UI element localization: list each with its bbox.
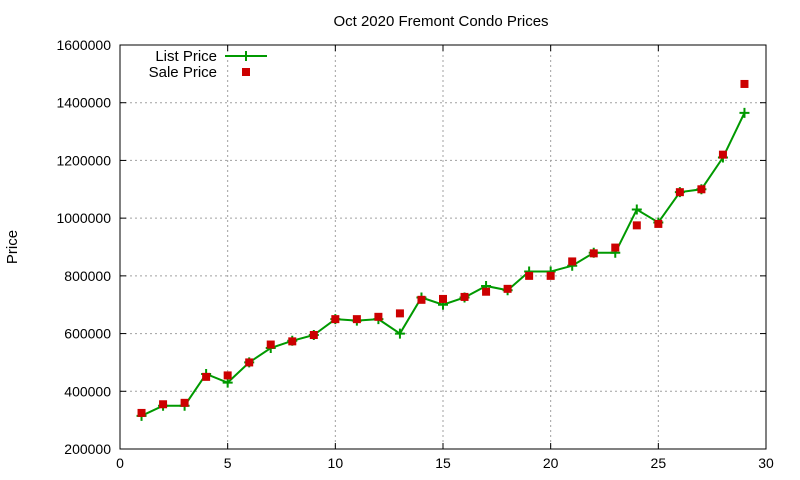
sale-price-point xyxy=(460,292,469,301)
gridlines xyxy=(120,45,766,449)
x-tick-label: 0 xyxy=(116,455,124,471)
legend-marker-list-price xyxy=(241,51,251,61)
x-tick-label: 30 xyxy=(758,455,774,471)
sale-price-point xyxy=(331,315,340,324)
legend-marker-sale-price xyxy=(242,68,250,76)
sale-price-point xyxy=(137,408,146,417)
sale-price-point xyxy=(611,243,620,252)
y-tick-label: 1000000 xyxy=(56,210,111,226)
series-layer xyxy=(136,79,750,421)
chart-title: Oct 2020 Fremont Condo Prices xyxy=(333,13,548,30)
y-tick-label: 400000 xyxy=(64,383,111,399)
sale-price-point xyxy=(675,188,684,197)
sale-price-point xyxy=(482,287,491,296)
sale-price-point xyxy=(266,340,275,349)
sale-price-point xyxy=(718,150,727,159)
list-price-point xyxy=(631,204,642,215)
y-tick-label: 800000 xyxy=(64,268,111,284)
sale-price-point xyxy=(159,400,168,409)
sale-price-point xyxy=(589,249,598,258)
sale-price-point xyxy=(309,331,318,340)
axis-ticks: 0 5 10 15 20 25 30 200000 400000 600000 800000 1000… xyxy=(56,37,774,471)
list-price-point xyxy=(739,107,750,118)
sale-price-point xyxy=(654,219,663,228)
y-tick-label: 600000 xyxy=(64,326,111,342)
legend-label-list-price: List Price xyxy=(155,48,217,65)
sale-price-point xyxy=(245,358,254,367)
sale-price-point xyxy=(632,221,641,230)
y-tick-label: 1200000 xyxy=(56,152,111,168)
sale-price-point xyxy=(439,294,447,303)
sale-price-point xyxy=(568,257,577,266)
sale-price-point xyxy=(740,79,749,88)
sale-price-point xyxy=(417,295,426,304)
sale-price-point xyxy=(395,309,404,318)
sale-price-point xyxy=(697,185,706,194)
y-tick-label: 1400000 xyxy=(56,95,111,111)
x-tick-label: 10 xyxy=(328,455,344,471)
x-tick-label: 5 xyxy=(224,455,232,471)
sale-price-point xyxy=(202,372,211,381)
legend: List Price Sale Price xyxy=(149,48,267,81)
sale-price-point xyxy=(180,398,189,407)
sale-price-point xyxy=(503,284,512,293)
sale-price-point xyxy=(288,337,297,346)
legend-label-sale-price: Sale Price xyxy=(149,64,217,81)
x-tick-label: 15 xyxy=(435,455,451,471)
y-tick-label: 1600000 xyxy=(56,37,111,53)
x-tick-label: 20 xyxy=(543,455,559,471)
sale-price-point xyxy=(352,315,361,324)
x-tick-label: 25 xyxy=(651,455,667,471)
y-tick-label: 200000 xyxy=(64,441,111,457)
sale-price-point xyxy=(374,312,383,321)
y-axis-label: Price xyxy=(4,230,21,264)
list-price-point xyxy=(394,328,405,339)
sale-price-point xyxy=(223,371,232,380)
sale-price-point xyxy=(525,271,534,280)
sale-price-point xyxy=(546,271,555,280)
